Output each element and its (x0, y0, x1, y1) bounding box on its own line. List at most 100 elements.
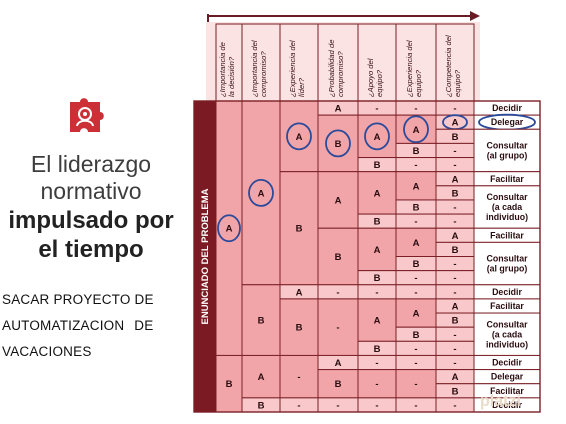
outcome-label: Consultar (486, 319, 528, 329)
cell-value: - (414, 358, 417, 369)
cell-value: B (452, 188, 459, 199)
cell-value: B (296, 323, 303, 334)
cell-value: - (375, 287, 378, 298)
cell-value: B (258, 400, 265, 411)
header-label: la decisión? (227, 56, 236, 97)
outcome-label: Facilitar (490, 230, 524, 240)
header-label: ¿Apoyo del (366, 58, 375, 97)
header-label: líder? (297, 77, 306, 97)
cell-value: A (258, 188, 265, 199)
outcome-label: Consultar (486, 140, 528, 150)
matrix-cell (279, 298, 319, 356)
cell-value: - (414, 400, 417, 411)
cell-value: B (413, 203, 420, 214)
outcome-label: Decidir (492, 358, 522, 368)
cell-value: - (453, 287, 456, 298)
cell-value: B (374, 217, 381, 228)
cell-value: A (335, 195, 342, 206)
cell-value: - (414, 344, 417, 355)
cell-value: A (226, 224, 233, 235)
header-label: equipo? (375, 69, 384, 97)
cell-value: B (452, 245, 459, 256)
title-line-3: impulsado por (8, 207, 174, 234)
matrix-cell (215, 100, 243, 356)
cell-value: - (414, 379, 417, 390)
cell-value: B (374, 273, 381, 284)
outcome-label: (al grupo) (487, 264, 528, 274)
selection-circle (364, 122, 390, 151)
matrix-cell (395, 369, 437, 399)
outcome-label: (al grupo) (487, 150, 528, 160)
cell-value: - (375, 104, 378, 115)
cell-value: - (453, 330, 456, 341)
cell-value: A (296, 132, 303, 143)
cell-value: B (226, 379, 233, 390)
matrix-cell (317, 369, 359, 399)
cell-value: B (335, 379, 342, 390)
outcome-cell (473, 312, 541, 356)
cell-value: A (335, 358, 342, 369)
cell-value: - (453, 160, 456, 171)
cell-value: - (414, 287, 417, 298)
cell-value: - (336, 287, 339, 298)
row-axis-bar (194, 101, 216, 412)
header-label: equipo? (414, 69, 423, 97)
cell-value: A (374, 316, 381, 327)
outcome-label: Facilitar (490, 301, 524, 311)
outcome-cell (473, 128, 541, 173)
cell-value: - (297, 372, 300, 383)
cell-value: A (335, 104, 342, 115)
cell-value: B (258, 316, 265, 327)
cell-value: - (336, 323, 339, 334)
matrix-cell (279, 171, 319, 286)
cell-value: - (375, 400, 378, 411)
project-line-1: SACAR PROYECTO DE (2, 292, 154, 307)
cell-value: A (413, 181, 420, 192)
outcome-label: Facilitar (490, 174, 524, 184)
cell-value: - (453, 259, 456, 270)
outcome-label: (a cada (492, 202, 522, 212)
header-label: ¿Importancia del (250, 40, 259, 97)
matrix-cell (395, 114, 437, 144)
cell-value: A (452, 231, 459, 242)
cell-value: A (296, 287, 303, 298)
selection-circle (217, 214, 241, 243)
selection-circle (248, 178, 274, 207)
cell-value: A (413, 125, 420, 136)
cell-value: - (414, 160, 417, 171)
cell-value: - (453, 146, 456, 157)
matrix-cell (317, 227, 359, 286)
matrix-cell (395, 227, 437, 258)
outcome-cell (473, 241, 541, 286)
title-line-1: El liderazgo (30, 151, 152, 177)
cell-value: A (452, 372, 459, 383)
cell-value: - (414, 273, 417, 284)
cell-value: B (452, 316, 459, 327)
cell-value: - (336, 400, 339, 411)
cell-value: B (413, 330, 420, 341)
cell-value: A (413, 238, 420, 249)
matrix-cell (279, 354, 319, 399)
cell-value: B (374, 344, 381, 355)
matrix-cell (241, 354, 281, 399)
header-cell (357, 23, 397, 102)
outcome-label: individuo) (486, 339, 528, 349)
outcome-label: Decidir (492, 287, 522, 297)
cell-value: A (374, 188, 381, 199)
cell-value: B (413, 259, 420, 270)
cell-value: - (375, 358, 378, 369)
header-label: compromiso? (259, 51, 268, 97)
selection-circle (286, 122, 312, 151)
matrix-cell (317, 114, 359, 173)
header-cell (279, 23, 319, 102)
header-cell (241, 23, 281, 102)
outcome-cell (473, 185, 541, 229)
header-cell (215, 23, 243, 102)
outcome-label: Decidir (492, 103, 522, 113)
cell-value: - (414, 104, 417, 115)
header-label: ¿Competencia del (444, 35, 453, 97)
decision-matrix: ¿Importancia de la decisión? ¿Importancia … (193, 11, 541, 413)
cell-value: B (374, 160, 381, 171)
cell-value: - (453, 203, 456, 214)
outcome-label: (a cada (492, 329, 522, 339)
